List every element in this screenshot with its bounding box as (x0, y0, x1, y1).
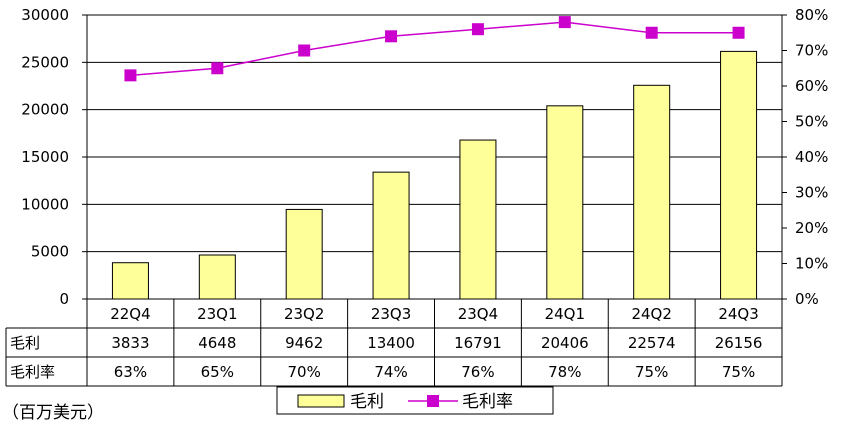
y-left-tick-label: 0 (59, 290, 69, 308)
gross-profit-value: 16791 (454, 334, 502, 352)
y-left-tick-label: 20000 (21, 101, 69, 119)
gross-profit-value: 22574 (628, 334, 676, 352)
y-right-tick-label: 10% (795, 255, 828, 273)
category-label: 23Q3 (371, 305, 411, 323)
category-label: 23Q4 (458, 305, 498, 323)
gross-profit-value: 20406 (541, 334, 589, 352)
grid-lines (87, 14, 782, 253)
gross-margin-value: 78% (548, 363, 581, 381)
line-marker (558, 16, 571, 29)
line-marker (732, 26, 745, 39)
bar (372, 171, 410, 300)
y-left-tick-label: 10000 (21, 195, 69, 213)
bar (546, 105, 584, 300)
legend-bar-swatch (297, 394, 345, 408)
y-left-tick-label: 15000 (21, 148, 69, 166)
line-marker (211, 62, 224, 75)
category-label: 23Q2 (284, 305, 324, 323)
unit-note: （百万美元） (2, 403, 104, 423)
gross-margin-value: 76% (461, 363, 494, 381)
data-table: 22Q4 3833 63% 23Q1 4648 65% 23Q2 9462 70% 23Q3 134… (5, 298, 783, 387)
y-right-tick-label: 70% (795, 42, 828, 60)
gross-margin-value: 75% (635, 363, 668, 381)
legend-line-label: 毛利率 (462, 392, 513, 412)
y-right-tick-label: 30% (795, 184, 828, 202)
y-right-tick-label: 0% (795, 290, 819, 308)
gross-margin-value: 65% (201, 363, 234, 381)
gross-margin-value: 74% (374, 363, 407, 381)
y-left-tick-label: 25000 (21, 53, 69, 71)
gross-profit-value: 9462 (285, 334, 323, 352)
category-label: 24Q1 (545, 305, 585, 323)
y-right-tick-label: 40% (795, 148, 828, 166)
line-marker (124, 69, 137, 82)
category-label: 22Q4 (110, 305, 150, 323)
y-left-tick-label: 30000 (21, 6, 69, 24)
gross-margin-value: 63% (114, 363, 147, 381)
category-label: 24Q3 (718, 305, 758, 323)
bar-series-gross-profit (111, 50, 758, 300)
table-row-label-gross-margin: 毛利率 (10, 363, 55, 381)
gross-profit-value: 4648 (198, 334, 236, 352)
y-left-tick-label: 5000 (31, 243, 69, 261)
gross-margin-value: 75% (722, 363, 755, 381)
line-series-gross-margin (124, 16, 745, 82)
legend-line-marker (427, 395, 439, 407)
margin-line (130, 21, 739, 77)
gross-profit-value: 3833 (111, 334, 149, 352)
line-marker (645, 26, 658, 39)
y-right-tick-label: 60% (795, 77, 828, 95)
gross-margin-value: 70% (288, 363, 321, 381)
bar (633, 84, 671, 300)
axes: 0 5000 10000 15000 20000 25000 30000 0% 10% 20% 30… (21, 6, 828, 308)
y-right-tick-label: 80% (795, 6, 828, 24)
line-marker (385, 30, 398, 43)
bar (720, 50, 758, 300)
line-marker (471, 23, 484, 36)
legend: 毛利 毛利率 (276, 386, 554, 415)
y-right-tick-label: 20% (795, 219, 828, 237)
line-marker (298, 44, 311, 57)
category-label: 23Q1 (197, 305, 237, 323)
y-right-tick-label: 50% (795, 113, 828, 131)
bar (111, 262, 149, 300)
bar (459, 139, 497, 300)
gross-profit-value: 13400 (367, 334, 415, 352)
table-row-label-gross-profit: 毛利 (10, 334, 40, 352)
legend-bar-label: 毛利 (350, 392, 384, 412)
gross-profit-value: 26156 (715, 334, 763, 352)
bar (285, 208, 323, 300)
category-label: 24Q2 (631, 305, 671, 323)
bar (198, 254, 236, 300)
